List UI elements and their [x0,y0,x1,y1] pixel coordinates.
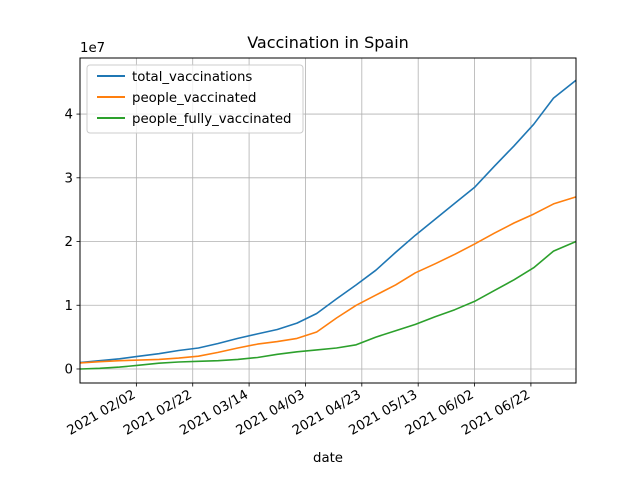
legend-label-people-vaccinated: people_vaccinated [132,91,256,106]
plot-frame [79,57,577,384]
x-axis-label: date [313,451,343,466]
y-tick-label: 0 [65,362,73,377]
chart-title: Vaccination in Spain [247,33,409,52]
y-tick-label: 2 [65,235,73,250]
y-tick-label: 1 [65,299,73,314]
y-axis-multiplier: 1e7 [80,41,105,56]
series-line-people-vaccinated [79,196,577,364]
legend: total_vaccinations people_vaccinated peo… [86,64,304,134]
y-axis-ticks: 0 1 2 3 4 [65,108,80,377]
series-line-people-fully-vaccinated [79,240,577,370]
y-tick-label: 3 [65,171,73,186]
series-layer [79,79,577,370]
legend-label-total-vaccinations: total_vaccinations [132,70,252,85]
y-tick-label: 4 [65,108,73,123]
legend-label-people-fully-vaccinated: people_fully_vaccinated [132,112,291,127]
legend-box [86,64,304,134]
series-line-total-vaccinations [79,79,577,364]
